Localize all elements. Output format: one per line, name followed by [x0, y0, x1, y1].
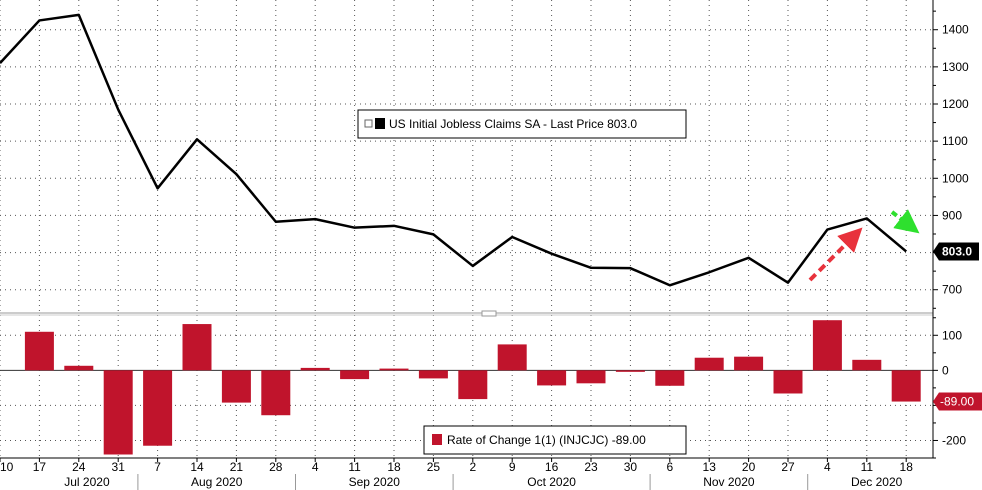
roc-bar: [694, 357, 724, 371]
roc-bar: [221, 370, 251, 403]
month-label: Oct 2020: [527, 475, 576, 489]
top-y-ticks: 70080090010001100120013001400: [933, 10, 969, 309]
jobless-claims-line: [0, 13, 908, 287]
y-tick-label: 0: [942, 363, 949, 377]
y-tick-label: 900: [942, 208, 962, 222]
legend-swatch-red: [432, 434, 442, 445]
green-down-arrow: [890, 209, 920, 234]
roc-bar: [576, 370, 606, 384]
last-price-value: 803.0: [942, 244, 972, 258]
x-tick-label: 30: [624, 460, 638, 474]
roc-bar: [891, 370, 921, 402]
x-tick-label: 13: [703, 460, 717, 474]
roc-bar: [24, 331, 54, 371]
roc-bar: [379, 368, 409, 371]
month-label: Sep 2020: [349, 475, 401, 489]
roc-bar: [655, 370, 685, 386]
top-legend[interactable]: US Initial Jobless Claims SA - Last Pric…: [357, 109, 687, 139]
x-tick-label: 20: [742, 460, 756, 474]
panel-resize-handle[interactable]: [481, 310, 497, 317]
x-tick-label: 4: [312, 460, 319, 474]
y-tick-label: 1300: [942, 60, 969, 74]
x-tick-label: 31: [112, 460, 126, 474]
x-tick-label: 4: [824, 460, 831, 474]
roc-bar: [418, 370, 448, 379]
trend-arrows: [808, 209, 920, 282]
last-roc-tag: -89.00: [933, 392, 982, 411]
legend-swatch-black: [375, 118, 385, 129]
y-tick-label: 700: [942, 283, 962, 297]
roc-bar: [852, 359, 882, 371]
y-tick-label: 100: [942, 328, 962, 342]
x-tick-label: 17: [33, 460, 47, 474]
roc-bar: [340, 370, 370, 380]
month-label: Aug 2020: [191, 475, 243, 489]
x-axis-months: Jul 2020 Aug 2020 Sep 2020 Oct 2020 Nov 2020…: [0, 457, 933, 490]
bottom-legend-label: Rate of Change 1(1) (INJCJC) -89.00: [447, 433, 646, 447]
y-tick-label: 1100: [942, 134, 968, 148]
x-tick-label: 25: [427, 460, 441, 474]
month-label: Dec 2020: [851, 475, 903, 489]
x-tick-label: 28: [269, 460, 283, 474]
legend-expand-icon[interactable]: [364, 119, 373, 128]
roc-bar: [64, 365, 94, 371]
top-panel-grid: [0, 29, 933, 291]
last-roc-tag-shape: [933, 392, 982, 411]
x-tick-label: 11: [861, 460, 874, 474]
top-legend-label: US Initial Jobless Claims SA - Last Pric…: [389, 117, 637, 131]
x-tick-label: 7: [154, 460, 161, 474]
x-tick-label: 2: [469, 460, 476, 474]
y-tick-label: 1000: [942, 171, 969, 185]
top-legend-box: [357, 109, 687, 139]
roc-bar: [182, 324, 212, 371]
roc-bar: [773, 370, 803, 394]
y-tick-label: 1200: [942, 97, 969, 111]
roc-bar: [103, 370, 133, 455]
roc-bar: [143, 370, 173, 446]
last-price-tag: 803.0: [933, 242, 979, 261]
roc-bar: [615, 370, 645, 372]
roc-bar: [497, 344, 527, 371]
bottom-legend[interactable]: Rate of Change 1(1) (INJCJC) -89.00: [423, 425, 687, 455]
last-price-tag-shape: [933, 242, 979, 261]
x-tick-label: 9: [509, 460, 516, 474]
x-tick-label: 18: [387, 460, 401, 474]
red-up-arrow: [808, 227, 863, 282]
x-tick-label: 21: [230, 460, 244, 474]
y-tick-label: -200: [942, 433, 966, 447]
x-tick-label: 24: [72, 460, 86, 474]
month-label: Jul 2020: [64, 475, 110, 489]
roc-bar: [300, 367, 330, 371]
roc-bars: [24, 320, 921, 455]
bottom-y-ticks: -200-1000100: [933, 317, 966, 459]
roc-bar: [537, 370, 567, 386]
x-tick-label: 11: [348, 460, 361, 474]
x-tick-label: 18: [900, 460, 914, 474]
x-tick-label: 6: [666, 460, 673, 474]
x-tick-label: 10: [0, 460, 14, 474]
x-tick-label: 14: [190, 460, 204, 474]
x-tick-label: 16: [545, 460, 559, 474]
x-axis-labels: 10 17 24 31 7 14 21 28 4 11 18 25 2 9 16 23 30 6 13 20 27 4 11…: [0, 458, 913, 474]
roc-bar: [261, 370, 291, 416]
roc-bar: [812, 320, 842, 371]
bottom-legend-box: [423, 425, 687, 455]
roc-bar: [734, 356, 764, 371]
x-grid: [0, 0, 907, 458]
last-roc-value: -89.00: [940, 395, 974, 409]
y-tick-label: 1400: [942, 23, 969, 37]
month-label: Nov 2020: [703, 475, 755, 489]
x-tick-label: 27: [781, 460, 795, 474]
roc-bar: [458, 370, 488, 400]
x-tick-label: 23: [584, 460, 598, 474]
